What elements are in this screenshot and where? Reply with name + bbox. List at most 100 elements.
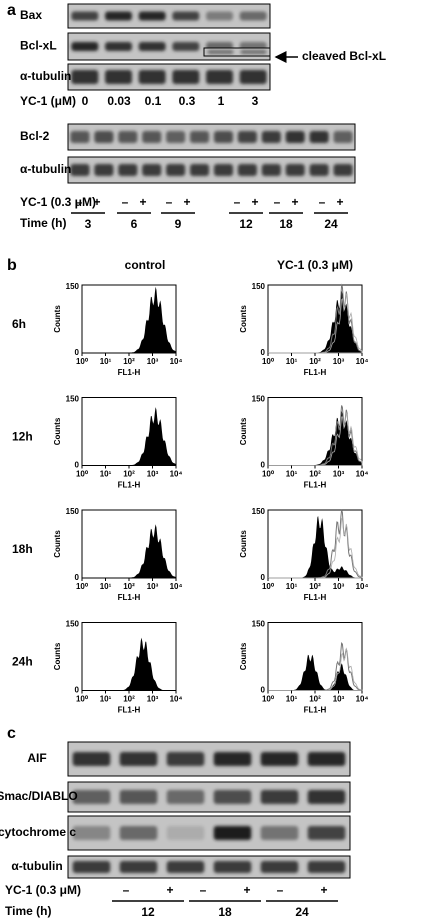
histogram-outline — [268, 411, 363, 466]
histogram-fill — [268, 290, 362, 353]
sign: – — [122, 195, 129, 209]
histogram-outline — [268, 647, 363, 691]
x-tick-label: 10⁰ — [76, 470, 89, 479]
histogram-fill — [268, 654, 362, 691]
band — [207, 50, 234, 54]
x-tick-label: 10³ — [333, 695, 345, 704]
y-tick-label: 0 — [261, 348, 266, 357]
band — [166, 826, 205, 840]
x-tick-label: 10² — [309, 470, 321, 479]
band — [72, 752, 111, 766]
band — [138, 42, 166, 51]
x-tick-label: 10⁰ — [76, 357, 89, 366]
band — [285, 131, 305, 143]
blot — [67, 63, 271, 91]
band — [261, 131, 281, 143]
x-tick-label: 10¹ — [100, 582, 112, 591]
band — [72, 790, 111, 804]
sign: – — [274, 195, 281, 209]
x-tick-label: 10² — [123, 470, 135, 479]
x-tick-label: 10¹ — [100, 470, 112, 479]
blot-label: α-tubulin — [11, 859, 62, 873]
sign: + — [93, 195, 100, 209]
treatment-label: YC-1 (μM) — [20, 94, 76, 108]
dose: 0.03 — [107, 94, 131, 108]
band — [213, 826, 252, 840]
sign: – — [277, 883, 284, 897]
y-axis-label: Counts — [53, 305, 62, 333]
band — [172, 42, 200, 51]
y-tick-label: 0 — [75, 686, 80, 695]
sign: + — [251, 195, 258, 209]
band — [119, 861, 158, 873]
band — [206, 11, 233, 21]
row-label: 6h — [12, 317, 26, 331]
histogram-fill — [82, 524, 176, 578]
dose: 3 — [252, 94, 259, 108]
dose: 0.3 — [179, 94, 196, 108]
band — [309, 164, 329, 176]
y-axis-label: Counts — [53, 417, 62, 445]
time: 12 — [239, 217, 253, 231]
blot — [203, 47, 271, 57]
band — [142, 164, 162, 176]
x-tick-label: 10³ — [147, 582, 159, 591]
x-tick-label: 10⁰ — [262, 470, 275, 479]
x-tick-label: 10¹ — [286, 582, 298, 591]
y-axis-label: Counts — [53, 642, 62, 670]
x-tick-label: 10⁴ — [170, 357, 183, 366]
sign: – — [319, 195, 326, 209]
sign: + — [291, 195, 298, 209]
sign: + — [139, 195, 146, 209]
band — [240, 50, 267, 54]
x-tick-label: 10⁴ — [170, 582, 183, 591]
band — [189, 164, 210, 176]
y-tick-label: 0 — [75, 573, 80, 582]
sign: + — [243, 883, 250, 897]
band — [166, 131, 186, 143]
x-tick-label: 10³ — [147, 695, 159, 704]
histogram-outline — [268, 517, 363, 579]
band — [307, 826, 346, 840]
y-tick-label: 150 — [252, 507, 266, 516]
blot — [67, 156, 356, 184]
band — [260, 752, 299, 766]
x-axis-label: FL1-H — [118, 481, 141, 490]
x-axis-label: FL1-H — [304, 593, 327, 602]
blot — [67, 781, 351, 813]
band — [70, 131, 90, 143]
band — [119, 790, 158, 804]
column-label: YC-1 (0.3 μM) — [277, 258, 353, 272]
x-axis-label: FL1-H — [304, 368, 327, 377]
blot — [67, 123, 356, 151]
x-tick-label: 10⁰ — [262, 357, 275, 366]
sign: – — [234, 195, 241, 209]
time: 6 — [131, 217, 138, 231]
x-tick-label: 10¹ — [286, 695, 298, 704]
band — [213, 131, 234, 143]
x-tick-label: 10¹ — [100, 695, 112, 704]
x-tick-label: 10² — [123, 357, 135, 366]
y-tick-label: 0 — [75, 461, 80, 470]
time: 18 — [218, 905, 232, 919]
y-tick-label: 0 — [261, 461, 266, 470]
sign: – — [76, 195, 83, 209]
time: 18 — [279, 217, 293, 231]
y-tick-label: 150 — [66, 395, 80, 404]
x-tick-label: 10⁴ — [170, 695, 183, 704]
histogram-fill — [268, 515, 362, 578]
band — [118, 164, 138, 176]
band — [94, 131, 114, 143]
y-tick-label: 150 — [252, 620, 266, 629]
sign: – — [123, 883, 130, 897]
blot — [67, 741, 351, 777]
band — [307, 861, 346, 873]
band — [118, 131, 138, 143]
x-tick-label: 10³ — [333, 357, 345, 366]
x-tick-label: 10⁰ — [76, 582, 89, 591]
band — [119, 752, 158, 766]
time: 9 — [175, 217, 182, 231]
band — [260, 826, 299, 840]
y-axis-label: Counts — [239, 530, 248, 558]
panel-label: b — [7, 257, 17, 274]
